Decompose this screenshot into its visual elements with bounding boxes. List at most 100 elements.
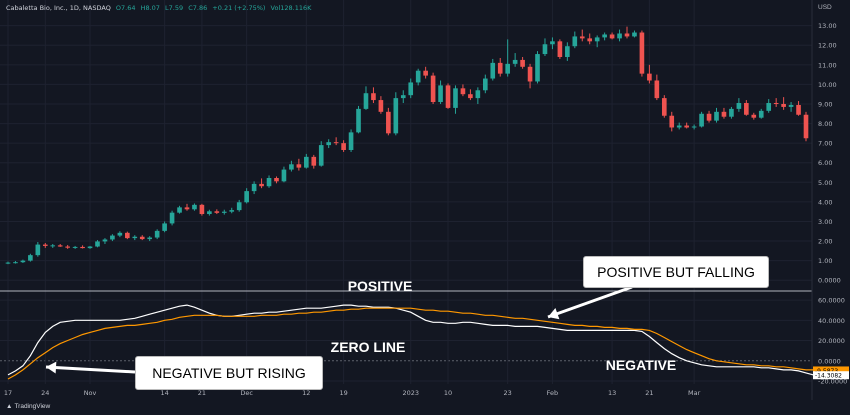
candle-body — [304, 156, 309, 168]
candle-body — [236, 202, 242, 211]
candle-body — [781, 103, 786, 107]
candle-body — [132, 236, 138, 239]
candle-body — [42, 244, 48, 246]
last-value-tag — [813, 366, 849, 375]
candle-body — [639, 32, 645, 74]
candle-body — [594, 37, 600, 42]
candle-body — [542, 44, 548, 55]
tradingview-logo-icon: ▲ — [6, 403, 13, 410]
price-tick-label: 4.00 — [818, 198, 832, 206]
candle-body — [766, 103, 772, 111]
price-tick-label: 13.00 — [818, 22, 837, 30]
candle-body — [721, 111, 727, 117]
candle-body — [117, 232, 123, 236]
oscillator-tick-label: -20.0000 — [818, 377, 847, 385]
candle-body — [669, 115, 675, 128]
time-tick-label: 19 — [339, 389, 347, 397]
time-tick-label: 10 — [444, 389, 452, 397]
candle-body — [207, 211, 212, 215]
candle-body — [289, 164, 294, 170]
oscillator-tick-label: 0.0000 — [818, 357, 841, 365]
close-value: C7.86 — [188, 4, 208, 12]
arrow-positive-but-falling-head — [548, 307, 560, 320]
oscillator-fast-line — [7, 304, 814, 376]
candlestick-series — [5, 26, 809, 265]
callout-positive-but-falling: POSITIVE BUT FALLING — [583, 256, 769, 288]
candle-body — [430, 75, 436, 103]
candle-body — [758, 110, 764, 118]
time-tick-label: 17 — [4, 389, 12, 397]
candle-body — [751, 114, 757, 118]
oscillator-slow-line — [7, 307, 814, 380]
candle-body — [147, 237, 153, 240]
candle-body — [266, 178, 272, 187]
candle-body — [244, 191, 249, 203]
price-tick-label: 11.00 — [818, 61, 837, 69]
candle-body — [259, 183, 264, 187]
candle-body — [20, 260, 26, 263]
candle-body — [274, 178, 279, 182]
candle-body — [80, 246, 85, 249]
candle-body — [699, 113, 704, 127]
tradingview-label: TradingView — [14, 403, 51, 410]
tradingview-logo[interactable]: ▲ TradingView — [6, 403, 50, 410]
candle-body — [714, 111, 719, 121]
candle-body — [363, 93, 369, 109]
price-tick-label: 8.00 — [818, 120, 832, 128]
annotation-zero-line: ZERO LINE — [331, 339, 406, 355]
time-tick-label: Nov — [84, 389, 97, 397]
oscillator-series — [7, 304, 814, 380]
time-tick-label: 24 — [41, 389, 49, 397]
candle-body — [565, 46, 570, 57]
time-tick-label: 14 — [160, 389, 168, 397]
candle-body — [13, 262, 18, 264]
symbol-header: Cabaletta Bio, Inc., 1D, NASDAQ O7.64 H8… — [6, 4, 314, 12]
candle-body — [184, 207, 190, 210]
candle-body — [400, 95, 406, 99]
candle-body — [5, 262, 11, 264]
candle-body — [415, 70, 421, 83]
candle-body — [281, 169, 287, 182]
candle-body — [356, 108, 361, 133]
open-value: O7.64 — [115, 4, 136, 12]
candle-body — [497, 62, 503, 74]
price-tick-label: 3.00 — [818, 218, 832, 226]
candle-body — [162, 223, 167, 231]
candle-body — [87, 246, 93, 249]
arrow-negative-but-rising — [45, 365, 136, 374]
time-tick-label: 23 — [504, 389, 512, 397]
volume-value: Vol128.116K — [270, 4, 312, 12]
candle-body — [512, 59, 518, 64]
arrow-negative-but-rising-head — [46, 361, 57, 374]
oscillator-tick-label: 60.0000 — [818, 297, 845, 305]
candle-body — [438, 85, 443, 103]
candle-body — [661, 98, 667, 116]
candle-body — [475, 90, 481, 99]
candle-body — [192, 204, 197, 210]
candle-body — [378, 100, 384, 112]
candle-body — [490, 62, 496, 79]
candle-body — [505, 63, 510, 74]
candle-body — [572, 36, 578, 47]
candle-body — [28, 255, 33, 261]
candle-body — [72, 246, 78, 248]
candle-body — [520, 59, 525, 67]
price-tick-label: 10.00 — [818, 81, 837, 89]
candle-body — [550, 41, 555, 45]
high-value: H8.07 — [140, 4, 160, 12]
candle-body — [110, 235, 115, 240]
candle-body — [251, 183, 257, 192]
time-tick-label: 12 — [302, 389, 310, 397]
candle-body — [318, 145, 324, 166]
time-tick-label: 21 — [198, 389, 206, 397]
candle-body — [482, 78, 488, 91]
time-tick-label: Feb — [547, 389, 559, 397]
candle-body — [445, 85, 451, 108]
price-tick-label: 2.00 — [818, 238, 832, 246]
candle-body — [311, 156, 317, 166]
candle-body — [587, 38, 593, 42]
candle-body — [460, 88, 466, 95]
candle-body — [736, 103, 742, 109]
